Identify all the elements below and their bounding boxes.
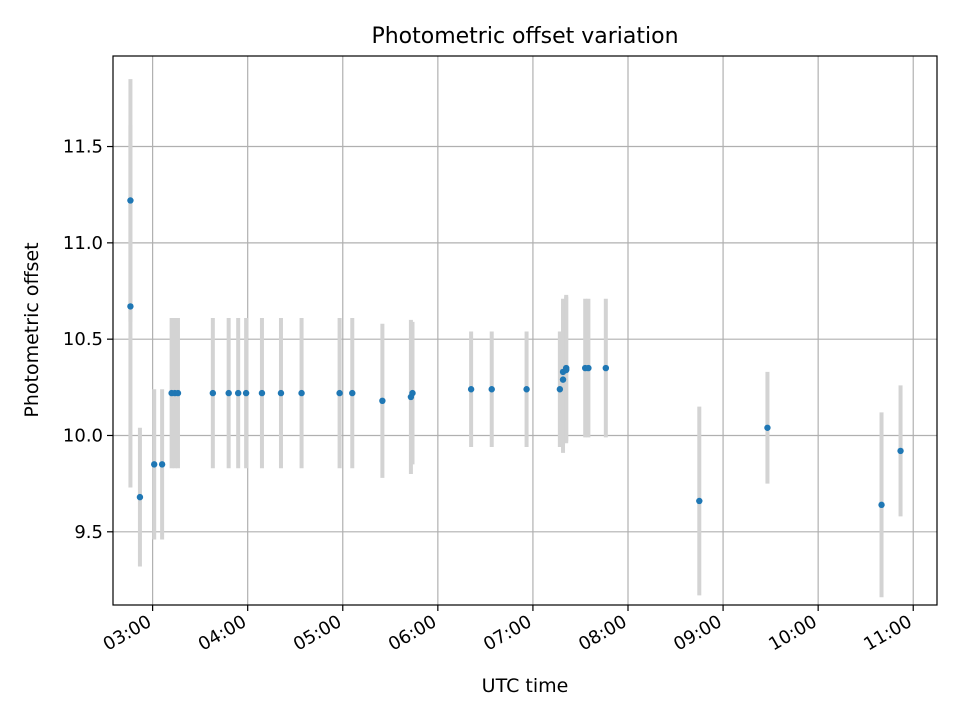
data-point <box>225 389 232 397</box>
data-point <box>242 389 250 397</box>
data-point <box>523 386 530 393</box>
data-point <box>209 389 217 397</box>
data-point <box>379 397 386 405</box>
data-point <box>897 447 904 455</box>
data-point <box>277 389 285 397</box>
data-point <box>349 389 356 397</box>
data-point <box>258 389 266 397</box>
data-point <box>336 389 343 397</box>
data-point <box>298 389 305 397</box>
data-point <box>151 461 158 468</box>
data-point <box>234 389 242 397</box>
y-tick-label: 10.0 <box>63 425 103 446</box>
data-point <box>602 364 610 372</box>
data-point <box>585 364 592 372</box>
chart-title: Photometric offset variation <box>371 24 678 49</box>
y-tick-label: 11.5 <box>63 137 103 158</box>
y-axis-label: Photometric offset <box>21 242 43 417</box>
y-tick-label: 10.5 <box>63 329 103 350</box>
data-point <box>467 386 475 393</box>
data-point <box>409 389 416 397</box>
data-point <box>174 389 182 397</box>
data-point <box>696 497 703 505</box>
data-point <box>488 386 495 393</box>
y-tick-label: 11.0 <box>63 233 103 254</box>
data-point <box>559 376 567 383</box>
data-point <box>878 501 885 509</box>
data-point <box>127 303 134 310</box>
y-tick-label: 9.5 <box>74 522 103 543</box>
data-point <box>136 493 144 501</box>
data-point <box>158 461 166 468</box>
data-point <box>764 424 771 431</box>
data-point <box>127 197 134 204</box>
plot-frame <box>112 55 938 606</box>
data-point <box>556 386 564 393</box>
x-axis-label: UTC time <box>482 675 569 697</box>
data-point <box>563 364 570 372</box>
data-points <box>127 197 904 509</box>
y-axis-ticks: 9.5 10.0 10.5 11.0 11.5 <box>63 137 113 543</box>
